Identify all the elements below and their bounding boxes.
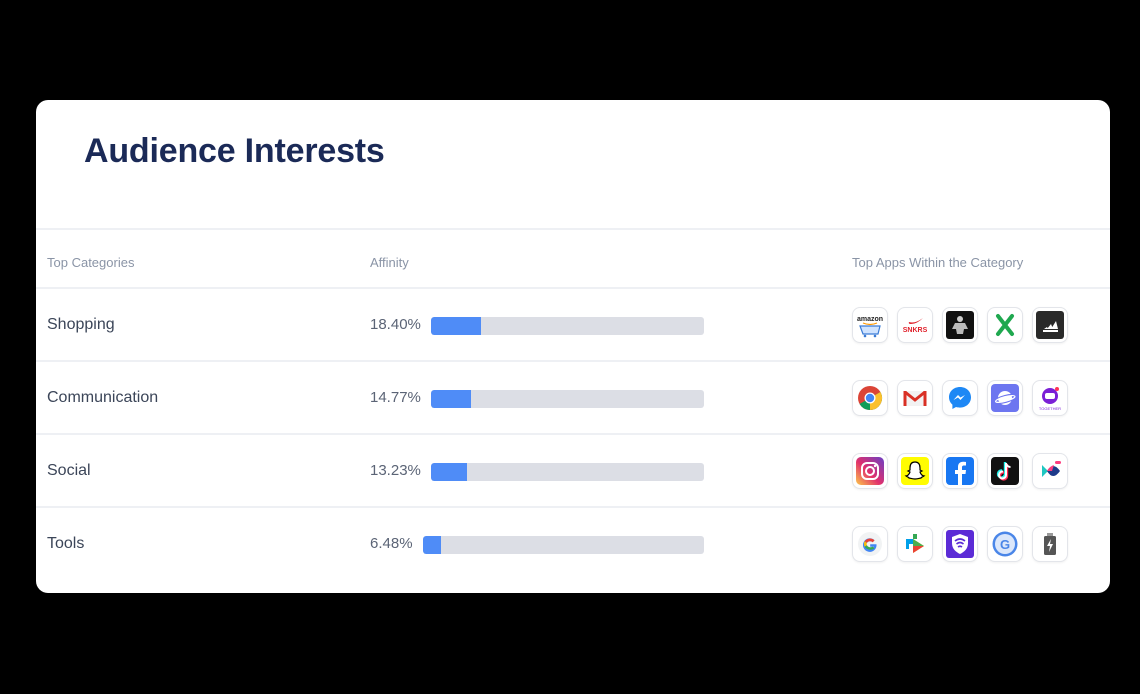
yahoo-together-icon[interactable]: TOGETHER xyxy=(1032,380,1068,416)
affinity-bar-fill xyxy=(431,463,467,481)
table-row: Communication 14.77% TOGETHER xyxy=(36,362,1110,434)
amazon-shopping-icon[interactable]: amazon xyxy=(852,307,888,343)
category-label: Social xyxy=(47,462,91,479)
x-green-icon[interactable] xyxy=(987,307,1023,343)
battery-icon[interactable] xyxy=(1032,526,1068,562)
top-apps: TOGETHER xyxy=(852,380,1068,416)
affinity-value: 13.23% xyxy=(370,462,421,479)
snkrs-icon[interactable]: SNKRS xyxy=(897,307,933,343)
svg-text:SNKRS: SNKRS xyxy=(903,327,928,334)
table-row: Shopping 18.40% amazon SNKRS xyxy=(36,289,1110,361)
affinity-value: 6.48% xyxy=(370,535,413,552)
category-label: Communication xyxy=(47,389,159,406)
tiktok-icon[interactable] xyxy=(987,453,1023,489)
messenger-icon[interactable] xyxy=(942,380,978,416)
column-header-apps: Top Apps Within the Category xyxy=(852,255,1024,270)
fish-app-icon[interactable] xyxy=(1032,453,1068,489)
snapchat-icon[interactable] xyxy=(897,453,933,489)
table-row: Tools 6.48% G xyxy=(36,508,1110,580)
divider xyxy=(36,433,1110,435)
svg-text:amazon: amazon xyxy=(857,316,883,323)
table-row: Social 13.23% xyxy=(36,435,1110,507)
svg-text:TOGETHER: TOGETHER xyxy=(1039,406,1061,411)
google-play-services-icon[interactable] xyxy=(897,526,933,562)
affinity-bar xyxy=(431,463,704,481)
affinity-value: 18.40% xyxy=(370,316,421,333)
page-title: Audience Interests xyxy=(84,132,385,170)
audience-interests-card: Audience Interests Top Categories Affini… xyxy=(36,100,1110,593)
column-header-category: Top Categories xyxy=(47,255,135,270)
affinity-value: 14.77% xyxy=(370,389,421,406)
affinity-bar xyxy=(431,317,704,335)
top-apps: G xyxy=(852,526,1068,562)
facebook-icon[interactable] xyxy=(942,453,978,489)
divider xyxy=(36,360,1110,362)
column-header-affinity: Affinity xyxy=(370,255,409,270)
divider xyxy=(36,506,1110,508)
affinity-bar-fill xyxy=(423,536,441,554)
top-apps xyxy=(852,453,1068,489)
gmail-icon[interactable] xyxy=(897,380,933,416)
google-icon[interactable] xyxy=(852,526,888,562)
google-circle-icon[interactable]: G xyxy=(987,526,1023,562)
instagram-icon[interactable] xyxy=(852,453,888,489)
adidas-icon[interactable] xyxy=(1032,307,1068,343)
category-label: Tools xyxy=(47,535,85,552)
samsung-internet-icon[interactable] xyxy=(987,380,1023,416)
svg-text:G: G xyxy=(1000,537,1010,552)
affinity-bar xyxy=(423,536,704,554)
vpn-shield-icon[interactable] xyxy=(942,526,978,562)
affinity-bar-fill xyxy=(431,390,471,408)
top-apps: amazon SNKRS xyxy=(852,307,1068,343)
chrome-icon[interactable] xyxy=(852,380,888,416)
divider xyxy=(36,228,1110,230)
category-label: Shopping xyxy=(47,316,115,333)
stockx-like-icon[interactable] xyxy=(942,307,978,343)
affinity-bar xyxy=(431,390,704,408)
affinity-bar-fill xyxy=(431,317,481,335)
divider xyxy=(36,287,1110,289)
